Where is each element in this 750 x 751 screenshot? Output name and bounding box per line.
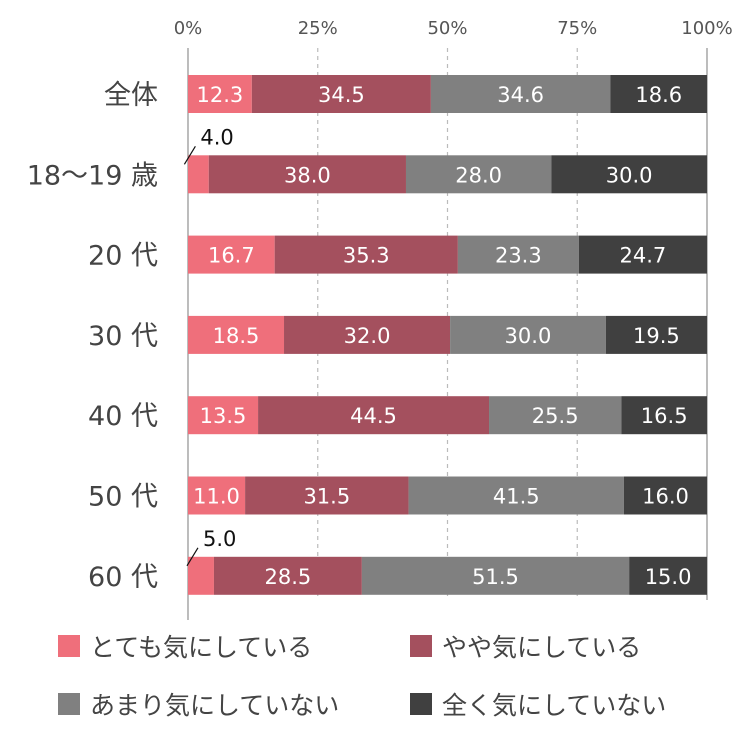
value-label-6-3: 41.5 (493, 485, 540, 509)
value-label-3-3: 23.3 (495, 244, 542, 268)
value-label-5-3: 25.5 (532, 404, 579, 428)
x-tick-label-4: 100% (681, 18, 732, 39)
bar-segment-4-2 (284, 315, 451, 354)
category-label-4: 30 代 (88, 321, 158, 352)
category-label-3: 20 代 (88, 241, 158, 272)
value-label-7-1: 5.0 (203, 527, 236, 551)
bar-segment-4-1 (188, 315, 285, 354)
bar-segment-2-2 (208, 155, 406, 194)
bar-segment-1-1 (188, 75, 252, 113)
value-label-6-2: 31.5 (303, 485, 350, 509)
bar-segment-4-4 (605, 315, 707, 354)
bar-segment-2-3 (405, 155, 552, 194)
bar-segment-7-3 (361, 556, 630, 595)
value-label-6-4: 16.0 (642, 485, 689, 509)
bar-segment-3-1 (188, 235, 275, 274)
bar-segment-1-2 (251, 75, 431, 113)
x-tick-label-2: 50% (427, 18, 467, 39)
value-label-2-4: 30.0 (606, 163, 653, 187)
bar-segment-7-4 (629, 556, 707, 595)
legend-swatch-1 (58, 635, 80, 657)
value-label-4-1: 18.5 (213, 324, 260, 348)
value-label-4-4: 19.5 (633, 324, 680, 348)
bar-segment-7-2 (213, 556, 362, 595)
bar-segment-7-1 (188, 556, 214, 595)
legend-label-3: あまり気にしていない (90, 691, 340, 720)
value-label-5-2: 44.5 (350, 404, 397, 428)
value-label-4-3: 30.0 (505, 324, 552, 348)
bar-segment-1-3 (430, 75, 611, 113)
bar-segment-6-3 (408, 476, 624, 515)
bar-segment-3-4 (578, 235, 707, 274)
bar-segment-3-2 (274, 235, 458, 274)
x-tick-label-1: 25% (298, 18, 338, 39)
bar-segment-6-2 (245, 476, 409, 515)
legend-item-2: やや気にしている (410, 628, 641, 664)
value-label-2-3: 28.0 (455, 163, 502, 187)
category-label-1: 全体 (104, 80, 158, 111)
bar-segment-3-3 (457, 235, 579, 274)
bar-segment-2-1 (188, 155, 209, 194)
value-label-3-2: 35.3 (343, 244, 390, 268)
value-label-6-1: 11.0 (193, 485, 240, 509)
legend-item-1: とても気にしている (58, 628, 312, 664)
category-label-2: 18〜19 歳 (27, 160, 158, 191)
value-label-7-4: 15.0 (645, 565, 692, 589)
legend-label-2: やや気にしている (442, 633, 642, 662)
category-label-7: 60 代 (88, 562, 158, 593)
legend-swatch-3 (58, 693, 80, 715)
legend-label-4: 全く気にしていない (442, 691, 667, 720)
bar-segment-5-3 (489, 396, 622, 435)
callout-line-2-1 (183, 145, 196, 165)
callout-line-7-1 (186, 547, 199, 567)
legend-swatch-2 (410, 635, 432, 657)
value-label-5-1: 13.5 (200, 404, 247, 428)
bar-segment-1-4 (610, 75, 707, 113)
value-label-2-1: 4.0 (200, 125, 233, 149)
value-label-3-4: 24.7 (620, 244, 667, 268)
value-label-7-3: 51.5 (472, 565, 519, 589)
bar-segment-6-1 (188, 476, 246, 515)
value-label-1-3: 34.6 (497, 83, 544, 107)
value-label-4-2: 32.0 (344, 324, 391, 348)
value-label-2-2: 38.0 (284, 163, 331, 187)
stacked-bar-chart: 0% 25% 50% 75% 100% 全体 12.3 34.5 34.6 18.6 18〜19 歳… (27, 18, 733, 620)
value-label-1-2: 34.5 (318, 83, 365, 107)
bar-segment-6-4 (623, 476, 707, 515)
bar-segment-4-3 (450, 315, 606, 354)
value-label-5-4: 16.5 (641, 404, 688, 428)
bar-segment-5-1 (188, 396, 259, 435)
value-label-1-4: 18.6 (635, 83, 682, 107)
bar-segment-5-2 (258, 396, 490, 435)
x-tick-label-3: 75% (557, 18, 597, 39)
legend-swatch-4 (410, 693, 432, 715)
value-label-7-2: 28.5 (265, 565, 312, 589)
category-label-5: 40 代 (88, 401, 158, 432)
value-label-3-1: 16.7 (208, 244, 255, 268)
legend-label-1: とても気にしている (90, 633, 313, 662)
legend-item-4: 全く気にしていない (410, 686, 666, 722)
x-tick-label-0: 0% (174, 18, 203, 39)
value-label-1-1: 12.3 (197, 83, 244, 107)
bar-segment-5-4 (621, 396, 707, 435)
legend-item-3: あまり気にしていない (58, 686, 339, 722)
bar-segment-2-4 (551, 155, 707, 194)
category-label-6: 50 代 (88, 482, 158, 513)
